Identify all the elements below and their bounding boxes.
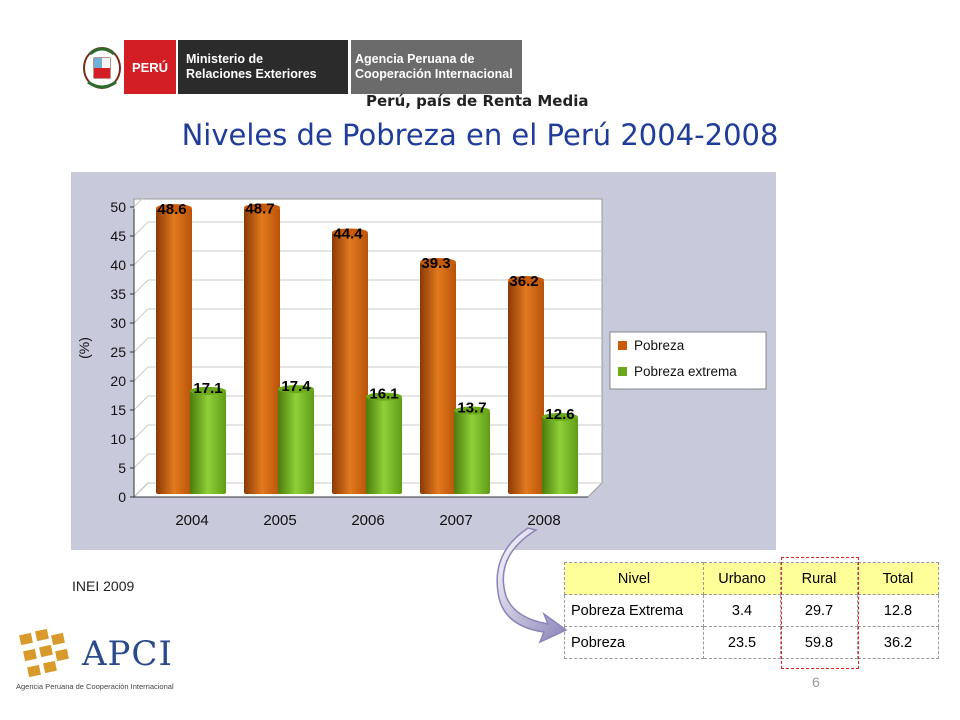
bar-top [244, 203, 280, 212]
bar-pobreza-extrema [190, 390, 226, 494]
bar-pobreza-extrema [542, 416, 578, 494]
gridline [133, 453, 149, 469]
bar-top [366, 392, 402, 401]
legend-label: Pobreza [634, 338, 685, 353]
bar-pobreza [508, 280, 544, 494]
table-header-cell: Total [857, 562, 939, 595]
y-tick-label: 45 [110, 228, 126, 244]
slide-title: Niveles de Pobreza en el Perú 2004-2008 [181, 118, 779, 152]
data-label: 44.4 [333, 225, 363, 242]
y-tick-label: 10 [110, 431, 126, 447]
bar-pobreza-extrema [454, 410, 490, 494]
y-tick-label: 20 [110, 373, 126, 389]
legend-swatch [618, 367, 627, 376]
table-header-cell: Nivel [564, 562, 704, 595]
data-label: 39.3 [421, 255, 450, 272]
apci-logo-subtext: Agencia Peruana de Cooperación Internaci… [16, 682, 174, 691]
curved-arrow-icon [496, 527, 568, 644]
agency-line-2: Cooperación Internacional [355, 67, 513, 81]
data-label: 16.1 [369, 386, 398, 403]
bar-top [156, 204, 192, 213]
y-tick-label: 35 [110, 286, 126, 302]
bar-pobreza-extrema [366, 396, 402, 494]
bar-pobreza [156, 208, 192, 494]
agency-line-1: Agencia Peruana de [355, 52, 475, 66]
peru-label: PERÚ [124, 40, 176, 94]
y-axis-label: (%) [76, 337, 92, 359]
gridline [133, 424, 149, 440]
data-label: 17.1 [193, 380, 222, 397]
table-header-row: Nivel Urbano Rural Total [564, 562, 939, 595]
legend-box [609, 331, 767, 390]
table-row: Pobreza 23.5 59.8 36.2 [564, 626, 939, 659]
gridline [133, 366, 149, 382]
legend-swatch [618, 341, 627, 350]
poverty-chart: 0 5 10 15 20 25 30 35 40 45 50 (%) 48.6 17.1 2004 48.7 1… [71, 172, 776, 550]
y-tick-label: 5 [118, 460, 126, 476]
data-label: 36.2 [509, 273, 538, 290]
table-cell: 36.2 [857, 626, 939, 659]
page-number: 6 [812, 674, 820, 690]
data-label: 17.4 [281, 378, 311, 395]
gridline [133, 221, 149, 237]
table-row: Pobreza Extrema 3.4 29.7 12.8 [564, 594, 939, 627]
y-tick-label: 40 [110, 257, 126, 273]
rural-highlight-box [781, 557, 859, 669]
y-tick-label: 0 [118, 489, 126, 505]
gridline [133, 395, 149, 411]
bar-pobreza-extrema [278, 389, 314, 494]
table-header-cell: Urbano [703, 562, 781, 595]
gridline [133, 250, 149, 266]
agency-label: Agencia Peruana de Cooperación Internaci… [348, 40, 522, 94]
apci-mosaic-icon [19, 628, 69, 678]
legend-label: Pobreza extrema [634, 364, 737, 379]
data-label: 13.7 [457, 400, 486, 417]
peru-coat-of-arms-icon [80, 40, 124, 96]
bar-top [332, 228, 368, 237]
table-cell: Pobreza [564, 626, 704, 659]
poverty-summary-table: Nivel Urbano Rural Total Pobreza Extrema… [564, 562, 939, 659]
x-tick-label: 2004 [175, 512, 208, 529]
y-tick-label: 30 [110, 315, 126, 331]
table-cell: 23.5 [703, 626, 781, 659]
table-cell: 29.7 [780, 594, 858, 627]
source-note: INEI 2009 [72, 578, 135, 594]
data-label: 48.7 [245, 201, 274, 218]
y-tick-label: 50 [110, 199, 126, 215]
ministry-line-1: Ministerio de [186, 52, 264, 66]
bar-top [420, 258, 456, 267]
chart-canvas: 0 5 10 15 20 25 30 35 40 45 50 (%) 48.6 17.1 2004 48.7 1… [76, 192, 767, 529]
bar-top [542, 412, 578, 421]
gridline [133, 192, 149, 208]
y-tick-label: 15 [110, 402, 126, 418]
bar-pobreza [332, 232, 368, 495]
gridline [133, 482, 149, 498]
gridline [133, 308, 149, 324]
bar-top [190, 386, 226, 395]
bar-pobreza [420, 262, 456, 494]
data-label: 48.6 [157, 201, 186, 218]
bar-top [278, 385, 314, 394]
x-tick-label: 2006 [351, 512, 384, 529]
y-tick-label: 25 [110, 344, 126, 360]
table-cell: Pobreza Extrema [564, 594, 704, 627]
bar-top [454, 406, 490, 415]
apci-logo: APCI Agencia Peruana de Cooperación Inte… [14, 626, 184, 696]
x-tick-label: 2005 [263, 512, 296, 529]
ministry-line-2: Relaciones Exteriores [186, 67, 317, 81]
gridline [133, 279, 149, 295]
ministry-label: Ministerio de Relaciones Exteriores [176, 40, 348, 94]
table-cell: 3.4 [703, 594, 781, 627]
apci-logo-text: APCI [82, 634, 173, 674]
data-label: 12.6 [545, 406, 574, 423]
x-tick-label: 2007 [439, 512, 472, 529]
gridline [133, 337, 149, 353]
table-cell: 12.8 [857, 594, 939, 627]
slide-subtitle: Perú, país de Renta Media [366, 92, 589, 110]
bar-pobreza [244, 207, 280, 494]
header-logo-bar: PERÚ Ministerio de Relaciones Exteriores… [80, 40, 522, 96]
bar-top [508, 276, 544, 285]
x-tick-label: 2008 [527, 512, 560, 529]
